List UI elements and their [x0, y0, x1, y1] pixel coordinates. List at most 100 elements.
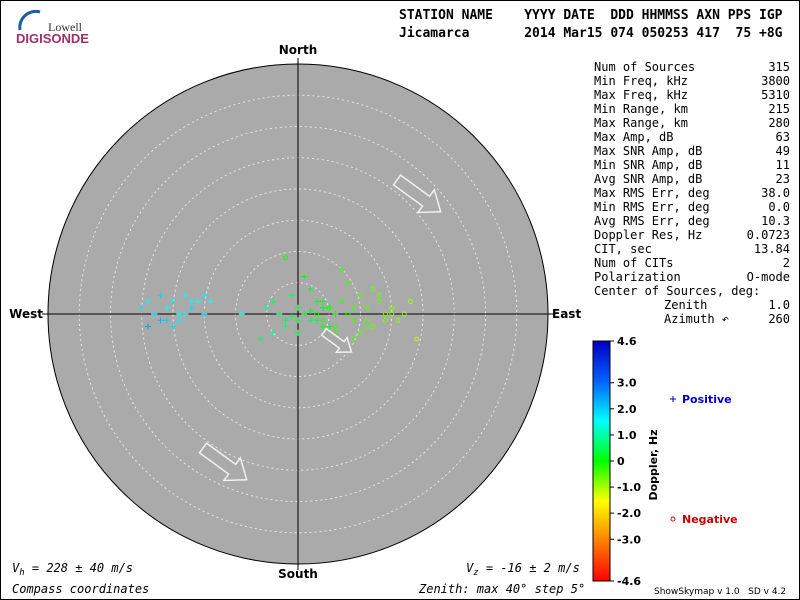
- point-plus: [182, 292, 189, 299]
- vz-sub: z: [473, 568, 478, 578]
- stat-value: 1.0: [768, 298, 790, 312]
- point-plus: [288, 314, 295, 321]
- stat-label: CIT, sec: [594, 242, 652, 256]
- point-circle: [370, 286, 376, 292]
- stat-label: Max Freq, kHz: [594, 88, 688, 102]
- point-circle: [364, 324, 370, 329]
- stat-label: Zenith: [664, 298, 707, 312]
- compass-west: West: [9, 307, 43, 321]
- stat-label: Avg SNR Amp, dB: [594, 172, 702, 186]
- vz-symbol: V: [466, 561, 474, 575]
- point-plus: [163, 304, 170, 311]
- point-plus: [332, 311, 339, 317]
- point-plus: [145, 298, 151, 305]
- stat-label: Max RMS Err, deg: [594, 186, 710, 200]
- stat-label: Polarization: [594, 270, 681, 284]
- stat-value: 11: [776, 158, 790, 172]
- stat-label: Min Freq, kHz: [594, 74, 688, 88]
- logo-top: Lowell: [48, 20, 83, 34]
- point-circle: [383, 317, 388, 323]
- stat-value: O-mode: [747, 270, 790, 284]
- point-plus: [320, 323, 326, 330]
- stat-value: 3800: [761, 74, 790, 88]
- point-plus: [307, 317, 314, 324]
- point-plus: [270, 329, 276, 336]
- compass-north: North: [279, 43, 317, 57]
- point-plus: [320, 298, 326, 305]
- legend-marker: [670, 396, 676, 402]
- arrow: [392, 174, 442, 214]
- logo-bottom: DIGISONDE: [16, 31, 89, 46]
- point-plus: [188, 298, 195, 305]
- arrow: [320, 327, 353, 353]
- point-circle: [320, 317, 326, 323]
- vh-sub: h: [19, 568, 24, 578]
- point-plus: [170, 298, 176, 305]
- stat-value: 23: [776, 172, 790, 186]
- legend-label: Negative: [682, 513, 738, 526]
- stat-label: Num of CITs: [594, 256, 673, 270]
- point-plus: [195, 298, 201, 305]
- version: ShowSkymap v 1.0 SD v 4.2: [654, 587, 786, 597]
- plot: North South West East: [9, 43, 581, 581]
- point-plus: [307, 286, 314, 292]
- stat-value: 5310: [761, 88, 790, 102]
- point-circle: [389, 311, 395, 317]
- point-plus: [157, 317, 164, 324]
- point-circle: [333, 324, 338, 329]
- vz-text: = -16 ± 2 m/s: [479, 561, 580, 575]
- stat-value: 38.0: [761, 186, 790, 200]
- point-plus: [276, 311, 283, 317]
- stat-value: 63: [776, 130, 790, 144]
- point-plus: [320, 304, 326, 311]
- logo: Lowell DIGISONDE: [16, 9, 89, 46]
- point-circle: [351, 317, 357, 323]
- colorbar-tick-label: 0: [617, 455, 625, 468]
- point-plus: [326, 323, 333, 330]
- stat-value: 315: [768, 60, 790, 74]
- header-line: STATION NAME YYYY DATE DDD HHMMSS AXN PP…: [399, 8, 783, 23]
- stat-value: 215: [768, 102, 790, 116]
- point-circle: [408, 299, 413, 304]
- point-plus: [188, 304, 195, 311]
- colorbar-tick-label: -3.0: [617, 533, 641, 546]
- stat-label: Center of Sources, deg:: [594, 284, 760, 298]
- point-plus: [145, 323, 151, 330]
- point-circle: [414, 336, 420, 342]
- colorbar-tick-label: 1.0: [617, 429, 637, 442]
- stat-value: 0.0: [768, 200, 790, 214]
- stat-value: 260: [768, 312, 790, 326]
- point-circle: [395, 317, 401, 323]
- colorbar-tick-label: 2.0: [617, 403, 637, 416]
- colorbar-tick-label: 3.0: [617, 377, 637, 390]
- point-plus: [238, 311, 245, 317]
- series: [138, 273, 339, 342]
- point-plus: [151, 311, 158, 317]
- point-circle: [345, 280, 351, 286]
- point-plus: [301, 273, 308, 280]
- point-plus: [307, 307, 314, 314]
- point-circle: [314, 311, 320, 317]
- point-plus: [263, 304, 270, 311]
- point-circle: [370, 324, 376, 329]
- colorbar-tick-label: 4.6: [617, 335, 637, 348]
- point-circle: [358, 330, 363, 336]
- zenith-note: Zenith: max 40° step 5°: [418, 582, 585, 596]
- colorbar-title: Doppler, Hz: [647, 429, 660, 500]
- point-circle: [283, 255, 288, 261]
- point-plus: [182, 311, 189, 317]
- point-circle: [364, 317, 370, 323]
- point-circle: [326, 305, 332, 311]
- header-line: Jicamarca 2014 Mar15 074 050253 417 75 +…: [399, 26, 783, 41]
- point-circle: [358, 292, 363, 298]
- stat-label: Max SNR Amp, dB: [594, 144, 702, 158]
- point-plus: [201, 311, 208, 317]
- colorbar: [592, 340, 611, 582]
- point-plus: [170, 323, 176, 330]
- point-plus: [201, 292, 208, 299]
- point-plus: [288, 292, 295, 299]
- point-circle: [339, 299, 345, 304]
- point-circle: [351, 305, 357, 311]
- point-plus: [157, 292, 164, 299]
